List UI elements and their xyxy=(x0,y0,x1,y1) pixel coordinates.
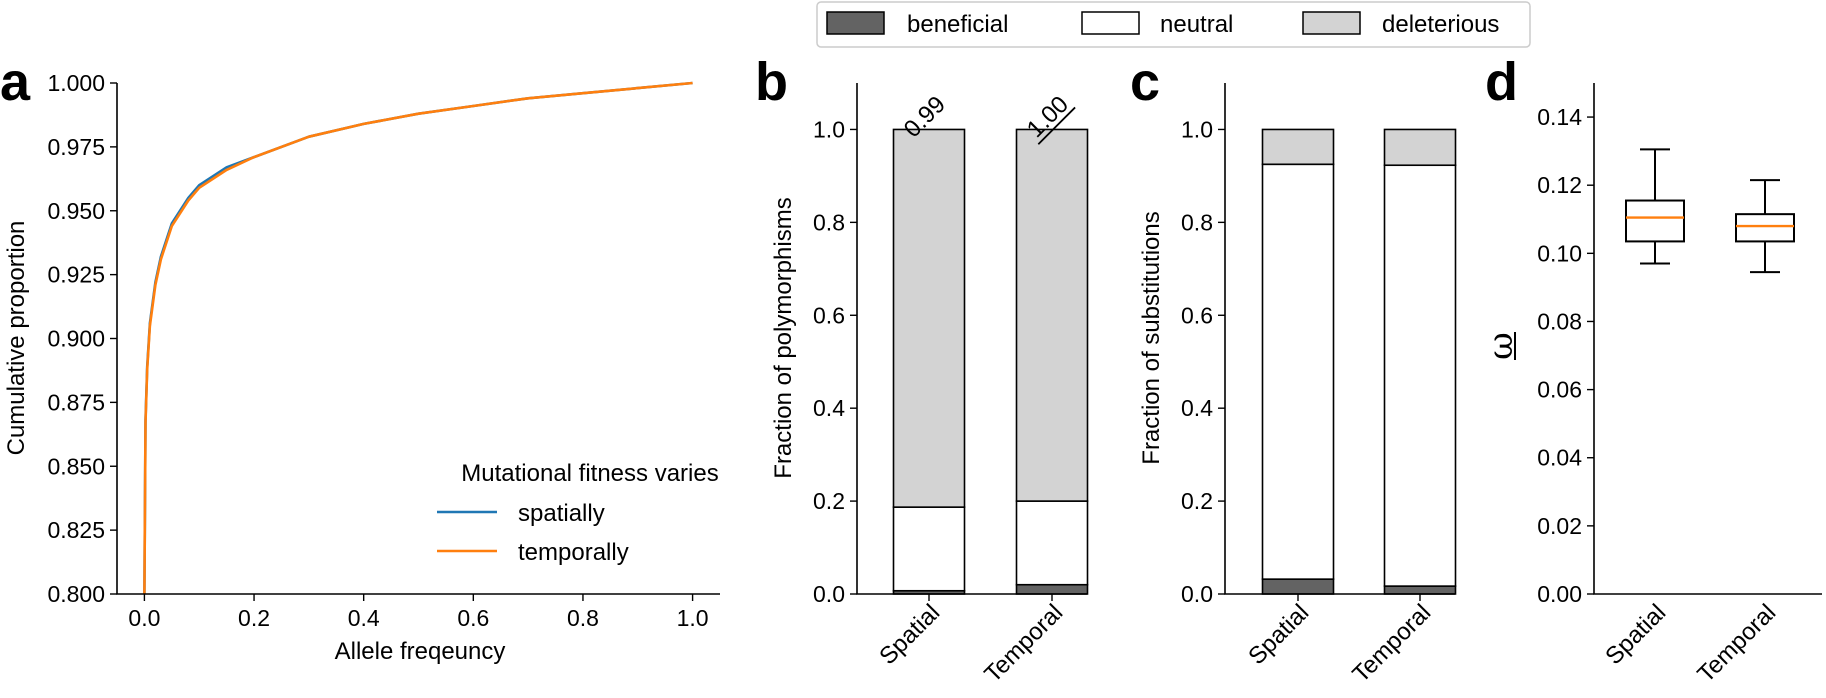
legend-swatch-beneficial xyxy=(826,11,885,35)
bar-deleterious-temporal xyxy=(1383,128,1457,167)
panel-a-ytick-label: 0.925 xyxy=(47,262,105,288)
box-temporal xyxy=(1735,179,1795,274)
box-iqr xyxy=(1735,213,1795,243)
panel-letter-b: b xyxy=(755,52,788,112)
panel-a-ytick-label: 0.875 xyxy=(47,389,105,415)
panel-c-axes xyxy=(1224,83,1455,595)
panel-d-category-label: Temporal xyxy=(1692,599,1781,688)
bar-beneficial-spatial xyxy=(1261,578,1335,595)
panel-b-category-label: Spatial xyxy=(874,599,945,670)
bar-neutral-spatial xyxy=(1261,163,1335,580)
panel-a-ytick-label: 0.950 xyxy=(47,198,105,224)
panel-a-ytick-label: 0.800 xyxy=(47,581,105,607)
panel-b-ticks: 0.0 0.2 0.4 0.6 0.8 1.0 xyxy=(813,116,857,607)
legend-swatch-deleterious xyxy=(1302,11,1361,35)
legend-swatch-neutral xyxy=(1081,11,1140,35)
bar-neutral-spatial xyxy=(892,506,966,592)
panel-a-xtick-label: 0.6 xyxy=(457,605,489,631)
panel-b-ylabel: Fraction of polymorphisms xyxy=(770,197,797,478)
panel-d-category-label: Spatial xyxy=(1600,599,1671,670)
panel-d-ytick-label: 0.04 xyxy=(1537,445,1582,471)
panel-a-ylabel: Cumulative proportion xyxy=(3,221,30,456)
panel-a-ytick-label: 1.000 xyxy=(47,70,105,96)
bar-neutral-temporal xyxy=(1383,164,1457,587)
panel-a-axes xyxy=(116,83,720,595)
bar-deleterious-temporal xyxy=(1015,128,1089,502)
panel-d-axes xyxy=(1593,83,1822,595)
panel-b-bars xyxy=(892,128,1089,595)
legend-label-temporally: temporally xyxy=(518,539,629,566)
panel-a-xtick-label: 0.8 xyxy=(567,605,599,631)
panel-b: b 0.0 0.2 0.4 0.6 0.8 1.0 Fraction of polymor… xyxy=(755,52,1089,688)
bar-deleterious-spatial xyxy=(1261,128,1335,166)
bar-deleterious-spatial xyxy=(892,128,966,508)
legend-label-deleterious: deleterious xyxy=(1382,11,1499,38)
shared-legend: beneficial neutral deleterious xyxy=(816,1,1531,48)
panel-c-category-label: Spatial xyxy=(1243,599,1314,670)
panel-b-ytick-label: 0.8 xyxy=(813,209,845,235)
panel-d-ticks: 0.00 0.02 0.04 0.06 0.08 0.10 0.12 0.14 xyxy=(1537,104,1594,607)
panel-b-axes xyxy=(856,83,1087,595)
panel-b-ytick-label: 0.4 xyxy=(813,395,845,421)
legend-label-beneficial: beneficial xyxy=(907,11,1008,38)
panel-a-legend-title: Mutational fitness varies xyxy=(461,460,718,487)
panel-d-ytick-label: 0.12 xyxy=(1537,172,1582,198)
panel-a-xtick-label: 1.0 xyxy=(677,605,709,631)
panel-c-ytick-label: 0.0 xyxy=(1181,581,1213,607)
panel-a-ytick-label: 0.850 xyxy=(47,453,105,479)
box-spatial xyxy=(1625,148,1685,265)
panel-a-xlabel: Allele freqeuncy xyxy=(335,638,506,665)
panel-a-ticks: 0.0 0.2 0.4 0.6 0.8 1.0 0.800 0.825 0.850 0.875 0.… xyxy=(47,70,708,631)
panel-c-ytick-label: 0.4 xyxy=(1181,395,1213,421)
panel-letter-a: a xyxy=(0,52,31,112)
series-line-temporally xyxy=(143,81,693,595)
panel-a-lines xyxy=(143,81,693,595)
panel-b-ytick-label: 0.2 xyxy=(813,488,845,514)
panel-b-ytick-label: 0.6 xyxy=(813,302,845,328)
panel-b-category-label: Temporal xyxy=(979,599,1068,688)
panel-d-ytick-label: 0.00 xyxy=(1537,581,1582,607)
series-line-spatially xyxy=(143,81,693,595)
panel-c-categories: Spatial Temporal xyxy=(1243,594,1436,688)
panel-b-categories: Spatial Temporal xyxy=(874,594,1068,688)
panel-c: c 0.0 0.2 0.4 0.6 0.8 1.0 Fraction of substit… xyxy=(1130,52,1457,688)
panel-a-ytick-label: 0.900 xyxy=(47,326,105,352)
panel-d-ytick-label: 0.08 xyxy=(1537,308,1582,334)
panel-c-ytick-label: 0.2 xyxy=(1181,488,1213,514)
box-iqr xyxy=(1625,199,1685,243)
legend-label-neutral: neutral xyxy=(1160,11,1233,38)
panel-a-xtick-label: 0.2 xyxy=(238,605,270,631)
panel-a-legend: Mutational fitness varies spatially temp… xyxy=(437,460,719,566)
legend-label-spatially: spatially xyxy=(518,500,605,527)
panel-c-ytick-label: 0.6 xyxy=(1181,302,1213,328)
panel-a-ytick-label: 0.825 xyxy=(47,517,105,543)
panel-a-xtick-label: 0.0 xyxy=(128,605,160,631)
panel-c-ticks: 0.0 0.2 0.4 0.6 0.8 1.0 xyxy=(1181,116,1225,607)
panel-d-categories: Spatial Temporal xyxy=(1600,599,1781,688)
bar-annotation-underline xyxy=(1037,106,1076,145)
panel-c-ytick-label: 0.8 xyxy=(1181,209,1213,235)
panel-letter-d: d xyxy=(1485,52,1518,112)
panel-c-category-label: Temporal xyxy=(1347,599,1436,688)
panel-letter-c: c xyxy=(1130,52,1160,112)
bar-beneficial-temporal xyxy=(1383,585,1457,595)
bar-beneficial-temporal xyxy=(1015,583,1089,595)
panel-d: d 0.000.020.040.060.080.100.120.14 ω Spa… xyxy=(1481,52,1822,688)
panel-d-ytick-label: 0.02 xyxy=(1537,513,1582,539)
panel-a-xtick-label: 0.4 xyxy=(348,605,380,631)
bar-neutral-temporal xyxy=(1015,500,1089,586)
panel-c-ylabel: Fraction of substitutions xyxy=(1138,211,1165,464)
panel-d-ytick-label: 0.14 xyxy=(1537,104,1582,130)
panel-b-ytick-label: 1.0 xyxy=(813,116,845,142)
panel-c-ytick-label: 1.0 xyxy=(1181,116,1213,142)
panel-d-boxes xyxy=(1625,148,1795,274)
panel-a: a 0.0 0.2 0.4 0.6 0.8 1.0 0.800 0.825 0.850 0.875… xyxy=(0,52,720,665)
panel-d-ytick-label: 0.06 xyxy=(1537,377,1582,403)
panel-a-ytick-label: 0.975 xyxy=(47,134,105,160)
panel-b-ytick-label: 0.0 xyxy=(813,581,845,607)
panel-d-ytick-label: 0.10 xyxy=(1537,240,1582,266)
panel-c-bars xyxy=(1261,128,1457,595)
